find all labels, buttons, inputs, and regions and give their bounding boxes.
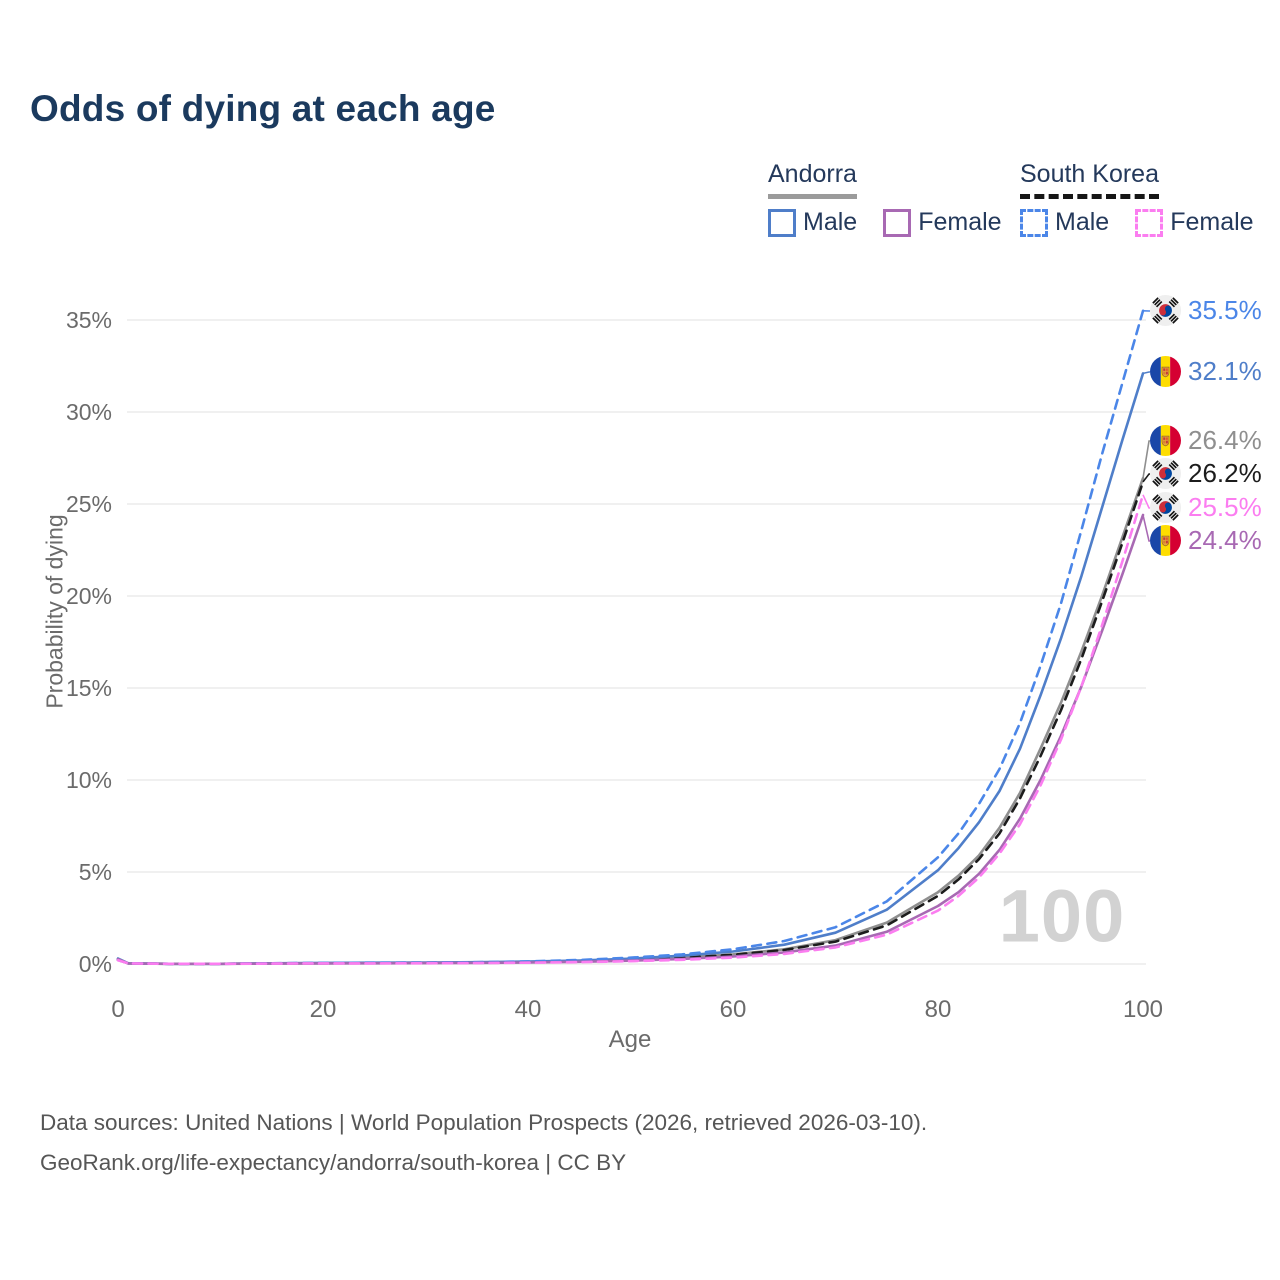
x-axis-title: Age (608, 1026, 652, 1053)
solid-line-swatch-icon (883, 208, 912, 237)
y-axis-title: Probability of dying (41, 514, 68, 709)
end-value-label: 24.4% (1188, 525, 1262, 555)
legend-item-south-korea-male[interactable]: Male (1020, 208, 1109, 237)
x-tick-label-60: 60 (719, 996, 747, 1023)
page-title: Odds of dying at each age (30, 88, 496, 129)
data-sources-text: Data sources: United Nations | World Pop… (40, 1110, 928, 1135)
dashed-line-swatch-icon (1020, 208, 1048, 237)
end-value-label: 32.1% (1188, 356, 1262, 386)
solid-line-swatch-icon (768, 208, 796, 237)
y-tick-label-35%: 35% (65, 307, 112, 333)
end-value-label: 25.5% (1188, 492, 1262, 522)
andorra-flag-icon (1150, 356, 1181, 387)
end-value-label: 26.2% (1188, 458, 1262, 488)
end-label-andorra-female: 24.4% (1150, 525, 1262, 556)
y-tick-label-25%: 25% (65, 491, 112, 517)
end-label-connector-south-korea-both-sexes (1142, 473, 1150, 483)
end-label-andorra-male: 32.1% (1150, 356, 1262, 387)
attribution-link-text[interactable]: GeoRank.org/life-expectancy/andorra/sout… (40, 1150, 627, 1175)
legend-item-label: Female (918, 208, 1002, 236)
y-tick-label-20%: 20% (65, 583, 112, 609)
x-tick-label-100: 100 (1122, 996, 1164, 1023)
end-label-connector-andorra-male (1142, 371, 1150, 375)
andorra-flag-icon (1150, 425, 1181, 456)
series-line-south-korea-both-sexes[interactable] (116, 480, 1145, 966)
end-label-andorra-both-sexes: 26.4% (1150, 425, 1262, 456)
x-tick-label-40: 40 (514, 996, 542, 1023)
legend-group-south-korea: South Korea Male Female (1020, 160, 1254, 237)
south-korea-flag-icon (1150, 492, 1181, 523)
legend-country-south-korea[interactable]: South Korea (1020, 160, 1159, 199)
series-line-andorra-male[interactable] (116, 372, 1145, 966)
series-line-south-korea-female[interactable] (116, 493, 1145, 966)
legend-group-andorra: Andorra Male Female (768, 160, 1002, 237)
dashed-line-swatch-icon (1135, 208, 1164, 237)
end-value-label: 26.4% (1188, 425, 1262, 455)
legend-item-label: Male (803, 208, 858, 236)
andorra-flag-icon (1150, 525, 1181, 556)
y-tick-label-10%: 10% (65, 767, 112, 793)
end-label-connector-andorra-female (1142, 514, 1150, 542)
series-line-andorra-both-sexes[interactable] (116, 476, 1145, 966)
legend-item-label: Female (1170, 208, 1254, 236)
y-tick-label-15%: 15% (65, 675, 112, 701)
y-tick-label-0%: 0% (78, 951, 112, 977)
series-line-south-korea-male[interactable] (116, 309, 1145, 966)
legend-item-label: Male (1055, 208, 1110, 236)
x-tick-label-20: 20 (309, 996, 337, 1023)
legend-item-andorra-female[interactable]: Female (883, 208, 1002, 237)
legend-item-andorra-male[interactable]: Male (768, 208, 857, 237)
south-korea-flag-icon (1150, 458, 1181, 489)
end-label-south-korea-male: 35.5% (1150, 295, 1262, 326)
south-korea-flag-icon (1150, 295, 1181, 326)
end-label-connector-south-korea-female (1142, 494, 1150, 509)
legend-item-south-korea-female[interactable]: Female (1135, 208, 1254, 237)
x-tick-label-0: 0 (111, 996, 125, 1023)
end-value-label: 35.5% (1188, 295, 1262, 325)
x-tick-label-80: 80 (924, 996, 952, 1023)
end-label-connector-andorra-both-sexes (1142, 440, 1150, 479)
series-line-andorra-female[interactable] (116, 513, 1145, 966)
y-tick-label-30%: 30% (65, 399, 112, 425)
end-label-south-korea-both-sexes: 26.2% (1150, 458, 1262, 489)
hovered-age-watermark: 100 (998, 874, 1126, 958)
end-label-south-korea-female: 25.5% (1150, 492, 1262, 523)
y-tick-label-5%: 5% (78, 859, 112, 885)
legend-country-andorra[interactable]: Andorra (768, 160, 857, 199)
